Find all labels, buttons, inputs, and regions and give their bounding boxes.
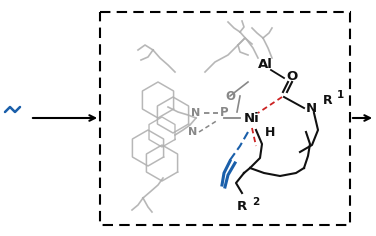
- Text: Al: Al: [258, 59, 273, 72]
- Text: Ni: Ni: [244, 111, 260, 125]
- Text: O: O: [225, 89, 235, 102]
- Text: N: N: [188, 127, 198, 137]
- Text: R: R: [237, 199, 247, 212]
- Text: 2: 2: [252, 197, 259, 207]
- Text: N: N: [191, 108, 201, 118]
- Text: P: P: [220, 106, 228, 119]
- Text: 1: 1: [337, 90, 344, 100]
- Text: R: R: [323, 93, 333, 106]
- Text: H: H: [265, 126, 275, 139]
- Text: N: N: [305, 101, 317, 114]
- Text: O: O: [287, 69, 298, 83]
